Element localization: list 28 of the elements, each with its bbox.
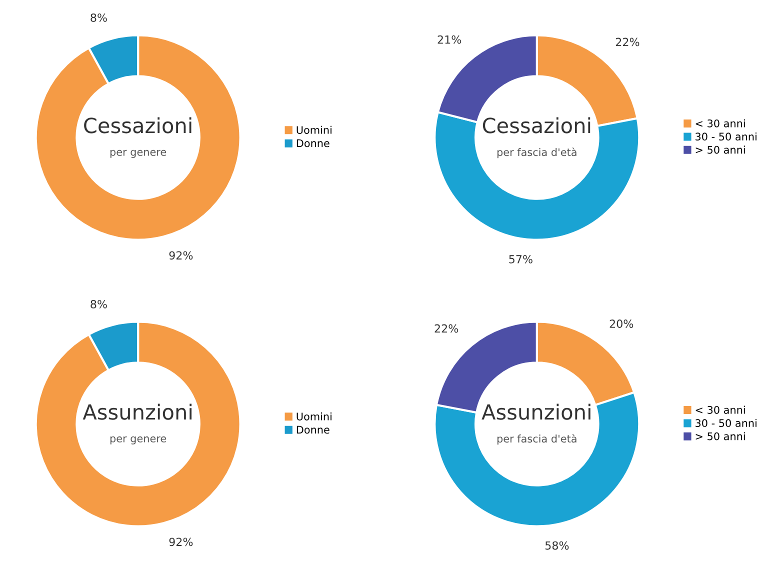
- text: per genere: [110, 150, 166, 158]
- data-label: 58%: [545, 541, 569, 550]
- data-label: 22%: [434, 324, 458, 333]
- text: Assunzioni: [482, 404, 590, 420]
- legend-label: 30 - 50 anni: [696, 132, 756, 141]
- text: Cessazioni: [482, 117, 590, 134]
- text: per genere: [110, 436, 166, 444]
- data-label: 57%: [509, 255, 532, 264]
- data-label: 22%: [616, 38, 640, 46]
- data-label: 92%: [169, 251, 193, 260]
- legend-label: Donne: [296, 139, 330, 148]
- legend-label: Donne: [296, 426, 330, 434]
- text: Cessazioni: [84, 117, 192, 134]
- legend-label: < 30 anni: [696, 119, 745, 128]
- legend-label: Uomini: [296, 126, 332, 134]
- data-label: 8%: [90, 300, 107, 308]
- text: per fascia d'età: [497, 148, 576, 158]
- text: Assunzioni: [82, 404, 192, 420]
- data-label: 20%: [610, 320, 634, 328]
- legend-label: Uomini: [296, 412, 332, 420]
- legend-label: < 30 anni: [696, 406, 745, 414]
- data-label: 21%: [438, 35, 462, 44]
- text: per fascia d'età: [497, 434, 576, 445]
- legend-label: > 50 anni: [696, 432, 745, 440]
- legend-label: > 50 anni: [696, 146, 745, 154]
- legend-label: 30 - 50 anni: [696, 418, 756, 428]
- data-label: 8%: [90, 13, 107, 22]
- data-label: 92%: [169, 538, 193, 546]
